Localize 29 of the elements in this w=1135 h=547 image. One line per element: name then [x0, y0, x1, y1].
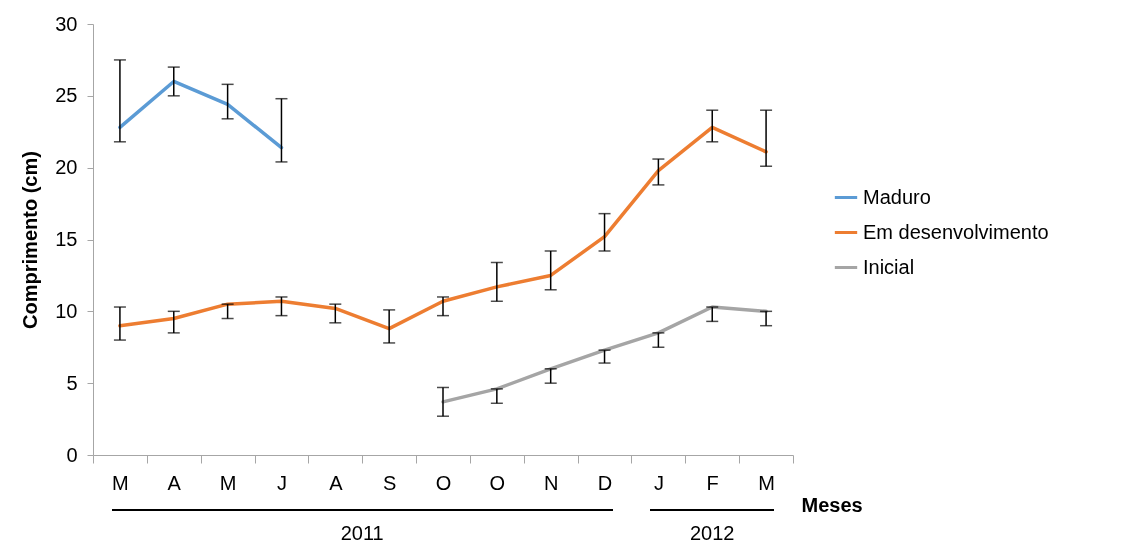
x-tick-label: S [382, 471, 397, 494]
x-tick-label: J [276, 471, 287, 494]
y-tick-label: 25 [55, 84, 78, 107]
y-tick-label: 15 [55, 228, 78, 250]
line-series [118, 125, 768, 331]
y-tick-label: 20 [55, 156, 78, 179]
x-tick-label: F [706, 471, 719, 494]
x-tick-label: D [597, 471, 613, 494]
x-tick-label: M [758, 471, 775, 494]
text: 2012 [688, 522, 736, 545]
x-tick-label: M [219, 471, 237, 494]
legend-label: Maduro [863, 185, 931, 208]
line-series [118, 79, 284, 150]
x-tick-label: N [543, 471, 559, 494]
x-tick-label: M [112, 471, 129, 494]
legend-label: Inicial [863, 255, 915, 278]
x-tick-label: O [489, 471, 506, 494]
x-tick-label: A [329, 471, 344, 494]
x-tick-label: A [167, 471, 182, 494]
y-axis-title: Comprimento (cm) [19, 151, 42, 329]
x-tick-label: J [653, 471, 664, 494]
text: 2011 [339, 522, 385, 545]
y-tick-label: 5 [66, 371, 78, 394]
y-tick-label: 30 [55, 12, 78, 35]
x-tick-label: O [435, 471, 452, 494]
x-axis-title: Meses [801, 493, 863, 516]
legend-label: Em desenvolvimento [863, 220, 1049, 243]
y-tick-label: 10 [55, 299, 78, 322]
y-tick-label: 0 [66, 443, 78, 466]
